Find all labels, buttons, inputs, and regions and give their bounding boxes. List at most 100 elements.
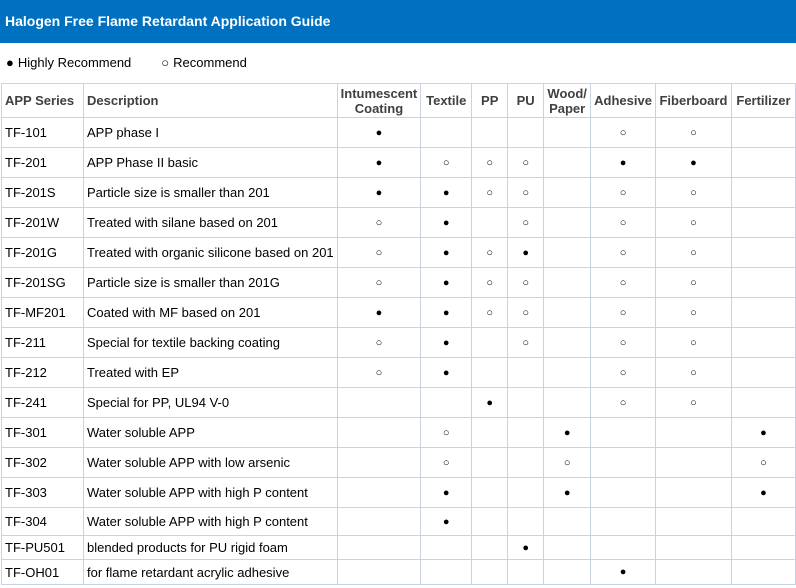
rating-cell	[654, 507, 732, 536]
series-cell: TF-201W	[1, 207, 84, 238]
rating-cell: ○	[507, 297, 545, 328]
rating-cell	[543, 297, 592, 328]
series-cell: TF-PU501	[1, 535, 84, 560]
rating-cell	[471, 117, 509, 148]
rating-cell: ○	[507, 147, 545, 178]
rating-cell	[471, 327, 509, 358]
column-header: Textile	[420, 83, 473, 118]
rating-cell	[730, 147, 796, 178]
description-cell: Treated with silane based on 201	[82, 207, 338, 238]
series-cell: TF-201	[1, 147, 84, 178]
rating-cell: ●	[336, 297, 422, 328]
table-row: TF-201W Treated with silane based on 201 ○…	[1, 207, 796, 238]
header-line: Fertilizer	[736, 93, 791, 108]
rating-cell: ○	[590, 327, 656, 358]
rating-cell: ○	[471, 237, 509, 268]
description-cell: APP phase I	[82, 117, 338, 148]
rating-cell	[654, 477, 732, 508]
rating-cell	[543, 207, 592, 238]
rating-cell	[654, 559, 732, 585]
rating-cell	[730, 267, 796, 298]
rating-cell: ●	[507, 535, 545, 560]
rating-cell: ○	[507, 267, 545, 298]
rating-cell	[590, 535, 656, 560]
rating-cell	[543, 267, 592, 298]
legend-item: ○ Recommend	[161, 55, 251, 70]
rating-cell: ○	[471, 297, 509, 328]
description-cell: Water soluble APP with low arsenic	[82, 447, 338, 478]
rating-cell: ●	[420, 207, 473, 238]
description-cell: Water soluble APP	[82, 417, 338, 448]
rating-cell	[730, 117, 796, 148]
rating-cell: ●	[336, 177, 422, 208]
table-row: TF-201 APP Phase II basic ● ○ ○ ○ ● ●	[1, 147, 796, 178]
rating-cell: ●	[730, 417, 796, 448]
rating-cell	[471, 207, 509, 238]
rating-cell: ○	[654, 177, 732, 208]
rating-cell: ○	[420, 417, 473, 448]
rating-cell	[730, 535, 796, 560]
rating-cell	[420, 535, 473, 560]
header-line: APP Series	[5, 93, 75, 108]
rating-cell: ●	[590, 559, 656, 585]
table-row: TF-211 Special for textile backing coatin…	[1, 327, 796, 358]
rating-cell: ○	[590, 357, 656, 388]
rating-cell	[336, 507, 422, 536]
table-row: TF-201G Treated with organic silicone bas…	[1, 237, 796, 268]
column-header: Adhesive	[590, 83, 656, 118]
description-cell: Special for PP, UL94 V-0	[82, 387, 338, 418]
rating-cell	[654, 417, 732, 448]
description-cell: Treated with EP	[82, 357, 338, 388]
rating-cell: ○	[590, 207, 656, 238]
rating-cell	[730, 207, 796, 238]
rating-cell	[471, 447, 509, 478]
series-cell: TF-201SG	[1, 267, 84, 298]
legend: ● Highly Recommend ○ Recommend	[6, 55, 277, 70]
rating-cell	[507, 477, 545, 508]
description-cell: Water soluble APP with high P content	[82, 507, 338, 536]
rating-cell	[543, 357, 592, 388]
rating-cell: ○	[471, 147, 509, 178]
rating-cell	[507, 447, 545, 478]
table-row: TF-303 Water soluble APP with high P cont…	[1, 477, 796, 508]
rating-cell	[471, 357, 509, 388]
rating-cell: ○	[507, 177, 545, 208]
rating-cell	[730, 559, 796, 585]
column-header: Fiberboard	[654, 83, 732, 118]
rating-cell: ●	[336, 117, 422, 148]
description-cell: Treated with organic silicone based on 2…	[82, 237, 338, 268]
header-line: Intumescent	[340, 85, 418, 101]
column-header: Wood/Paper	[543, 83, 592, 118]
description-cell: APP Phase II basic	[82, 147, 338, 178]
rating-cell: ○	[654, 237, 732, 268]
rating-cell: ●	[420, 357, 473, 388]
rating-cell: ○	[654, 297, 732, 328]
rating-cell	[730, 387, 796, 418]
description-cell: Particle size is smaller than 201	[82, 177, 338, 208]
rating-cell: ●	[420, 477, 473, 508]
rating-cell: ○	[336, 237, 422, 268]
rating-cell: ●	[471, 387, 509, 418]
series-cell: TF-201S	[1, 177, 84, 208]
rating-cell: ○	[730, 447, 796, 478]
rating-cell: ○	[590, 237, 656, 268]
rating-cell: ○	[420, 147, 473, 178]
description-cell: blended products for PU rigid foam	[82, 535, 338, 560]
rating-cell	[590, 447, 656, 478]
series-cell: TF-101	[1, 117, 84, 148]
column-header: Intumescent Coating	[336, 83, 422, 118]
column-header: Description	[82, 83, 338, 118]
rating-cell	[420, 117, 473, 148]
table-row: TF-201S Particle size is smaller than 201…	[1, 177, 796, 208]
rating-cell: ●	[420, 177, 473, 208]
header-line: Fiberboard	[659, 93, 728, 108]
rating-cell: ○	[420, 447, 473, 478]
rating-cell	[471, 417, 509, 448]
rating-cell	[654, 535, 732, 560]
application-table: APP Series Description Intumescent Coating T…	[1, 83, 796, 585]
rating-cell	[336, 535, 422, 560]
rating-cell: ●	[654, 147, 732, 178]
rating-cell	[336, 387, 422, 418]
series-cell: TF-301	[1, 417, 84, 448]
series-cell: TF-211	[1, 327, 84, 358]
